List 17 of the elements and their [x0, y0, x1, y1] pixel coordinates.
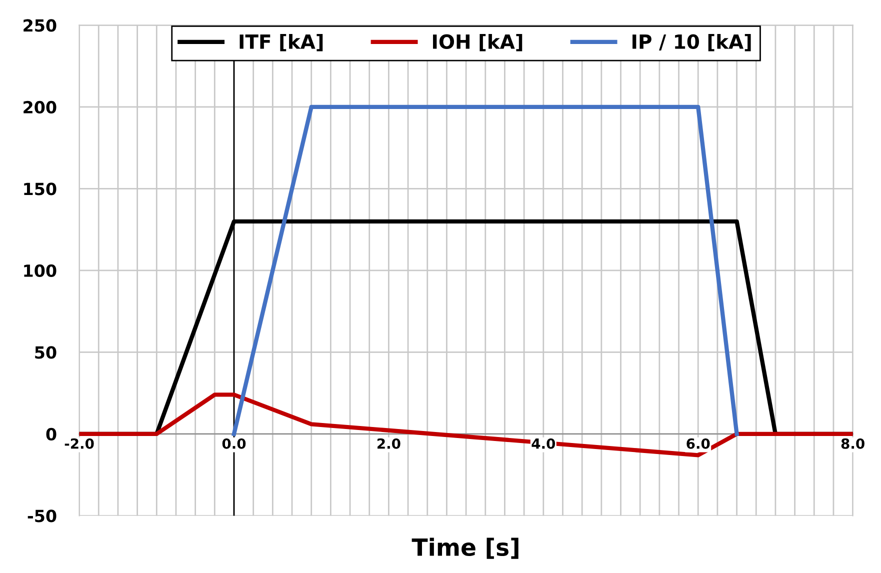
- x-tick-label: 4.0: [532, 438, 556, 449]
- x-tick-label: 2.0: [377, 438, 400, 449]
- x-tick-label: 6.0: [686, 438, 710, 449]
- y-tick-label: 250: [24, 19, 56, 32]
- x-tick-label: 0.0: [222, 438, 246, 449]
- y-tick-label: 100: [24, 264, 56, 278]
- legend-label: IP / 10 [kA]: [632, 34, 751, 52]
- y-tick-label: 0: [46, 428, 56, 441]
- x-tick-label: 8.0: [841, 438, 864, 449]
- y-tick-label: 200: [24, 100, 56, 114]
- legend-label: ITF [kA]: [240, 34, 323, 52]
- y-tick-label: -50: [28, 510, 56, 522]
- y-tick-label: 150: [24, 182, 56, 196]
- x-tick-label: -2.0: [64, 438, 94, 449]
- legend-label: IOH [kA]: [433, 34, 522, 52]
- y-tick-label: 50: [35, 346, 56, 359]
- x-axis-title: Time [s]: [412, 538, 518, 559]
